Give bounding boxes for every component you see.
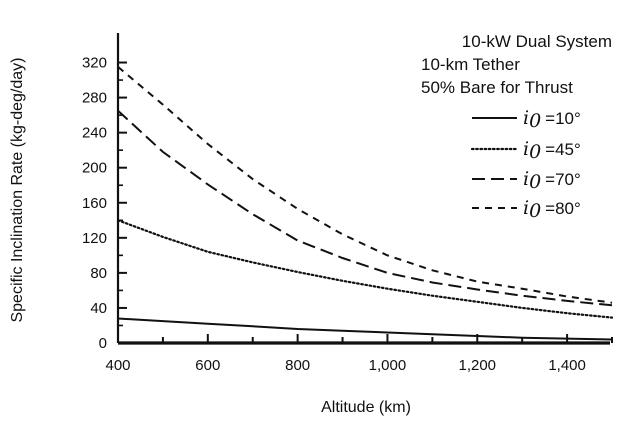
legend-label-1: i0 =10° xyxy=(523,107,581,132)
annotation-line-2: 10-km Tether xyxy=(421,55,520,74)
x-axis-title: Altitude (km) xyxy=(321,399,411,416)
annotation-block: 10-kW Dual System 10-km Tether 50% Bare … xyxy=(421,32,612,97)
series-line-3 xyxy=(117,109,613,307)
legend-label-2: i0 =45° xyxy=(523,138,581,163)
y-tick-label: 320 xyxy=(82,55,107,72)
y-tick-label: 120 xyxy=(82,230,107,247)
y-tick-label: 0 xyxy=(99,335,107,352)
x-tick-label: 1,000 xyxy=(369,357,407,374)
y-tick-label: 240 xyxy=(82,125,107,142)
annotation-line-3: 50% Bare for Thrust xyxy=(421,78,573,97)
series-line-4 xyxy=(117,66,613,304)
legend-label-3: i0 =70° xyxy=(523,168,581,193)
y-tick-labels: 0 40 80 120 160 200 240 280 320 xyxy=(82,55,107,352)
x-tick-label: 1,400 xyxy=(548,357,586,374)
x-tick-label: 400 xyxy=(105,357,130,374)
plot-area xyxy=(116,33,614,345)
y-axis-title: Specific Inclination Rate (kg-deg/day) xyxy=(9,57,26,322)
series-line-2 xyxy=(116,219,614,319)
series-line-1 xyxy=(117,317,613,341)
y-tick-label: 280 xyxy=(82,90,107,107)
y-tick-label: 200 xyxy=(82,160,107,177)
x-tick-label: 600 xyxy=(195,357,220,374)
x-tick-label: 1,200 xyxy=(458,357,496,374)
legend-label-4: i0 =80° xyxy=(523,197,581,222)
y-tick-label: 160 xyxy=(82,195,107,212)
x-tick-labels: 400 600 800 1,000 1,200 1,400 xyxy=(105,357,585,374)
y-tick-label: 40 xyxy=(90,300,107,317)
x-tick-label: 800 xyxy=(285,357,310,374)
y-tick-label: 80 xyxy=(90,265,107,282)
series-layer xyxy=(116,66,614,341)
annotation-line-1: 10-kW Dual System xyxy=(462,32,612,51)
legend: i0 =10° i0 =45° i0 =70° i0 =80° xyxy=(470,107,581,222)
